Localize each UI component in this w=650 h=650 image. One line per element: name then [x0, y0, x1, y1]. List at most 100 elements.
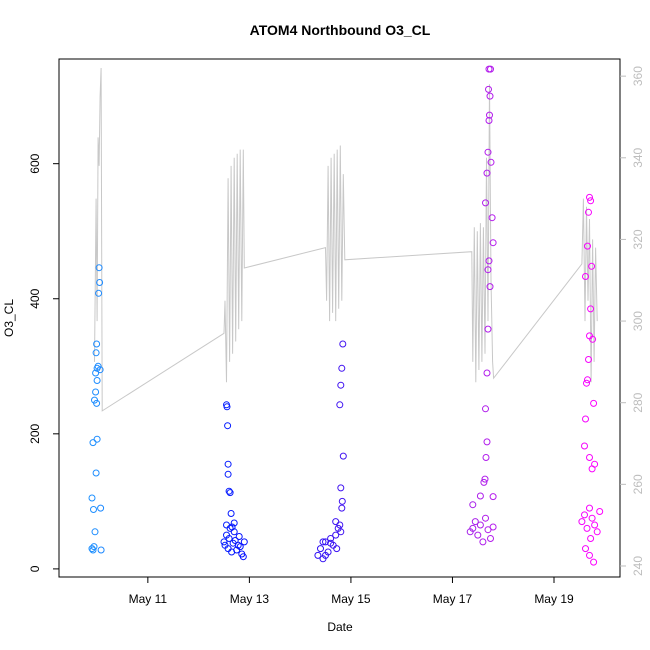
data-point: [89, 439, 97, 447]
data-point: [485, 257, 493, 265]
data-point: [93, 340, 101, 348]
data-point: [596, 508, 604, 515]
data-point: [88, 494, 96, 502]
data-point: [480, 478, 488, 486]
data-point: [590, 558, 598, 566]
chart-title: ATOM4 Northbound O3_CL: [250, 22, 431, 38]
data-point: [591, 521, 599, 529]
y2-tick-label: 340: [631, 147, 645, 167]
data-point: [486, 92, 494, 100]
data-point: [584, 376, 591, 384]
data-point: [484, 266, 492, 274]
data-point: [586, 193, 593, 201]
data-point: [338, 364, 346, 372]
data-point: [338, 504, 346, 512]
data-point: [582, 273, 589, 280]
data-point: [587, 197, 595, 205]
data-point: [92, 388, 100, 396]
data-point: [322, 551, 329, 559]
data-point: [336, 401, 344, 409]
data-point: [586, 551, 593, 559]
data-point: [90, 543, 98, 551]
data-point: [93, 377, 101, 384]
data-point: [587, 305, 595, 313]
data-point: [489, 493, 497, 501]
data-point: [319, 538, 327, 546]
data-point: [337, 484, 345, 492]
data-point: [314, 551, 322, 559]
data-point: [88, 545, 96, 553]
data-point: [338, 497, 346, 505]
data-point: [97, 504, 105, 512]
data-point: [587, 535, 595, 542]
y2-tick-label: 280: [631, 392, 645, 412]
data-point: [588, 262, 596, 270]
data-point: [332, 531, 340, 539]
data-point: [332, 518, 340, 526]
data-point: [486, 283, 494, 291]
data-point: [95, 264, 103, 272]
data-point: [585, 356, 592, 363]
y2-axis-right: 240 260 280 300 320 340 360: [620, 66, 645, 576]
data-point: [92, 349, 100, 357]
data-point: [97, 546, 105, 554]
data-point: [588, 465, 596, 473]
data-point: [239, 553, 247, 561]
data-point: [322, 538, 329, 546]
y-axis-label: O3_CL: [2, 299, 16, 337]
y-tick-label: 0: [28, 565, 42, 572]
data-point: [471, 518, 479, 526]
data-point: [485, 85, 492, 93]
data-point: [485, 117, 493, 124]
data-point: [581, 442, 588, 450]
data-point: [90, 506, 97, 513]
data-point: [339, 452, 347, 460]
data-point: [583, 379, 590, 387]
data-point: [476, 521, 484, 529]
data-point: [487, 158, 495, 166]
data-point: [581, 511, 588, 519]
data-point: [220, 538, 228, 546]
y-tick-label: 600: [28, 153, 42, 173]
data-point: [91, 528, 99, 536]
data-point: [482, 405, 489, 413]
data-point: [582, 415, 589, 423]
y-tick-label: 200: [28, 423, 42, 443]
data-point: [482, 514, 489, 522]
data-point: [487, 535, 494, 542]
data-point: [240, 538, 248, 546]
points-layer: [88, 65, 604, 566]
y2-tick-label: 240: [631, 556, 645, 576]
data-point: [223, 521, 230, 529]
data-point: [339, 340, 347, 348]
data-point: [474, 531, 482, 539]
x-axis: May 11 May 13 May 15 May 17 May 19: [129, 577, 574, 606]
data-point: [482, 454, 490, 461]
data-point: [223, 403, 231, 411]
data-point: [489, 523, 497, 531]
data-point: [93, 399, 101, 407]
gray-line-series: [94, 67, 598, 412]
x-tick-label: May 13: [230, 592, 270, 606]
y2-tick-label: 320: [631, 229, 645, 249]
data-point: [484, 148, 492, 156]
data-point: [476, 492, 484, 500]
x-tick-label: May 11: [129, 592, 168, 606]
data-point: [224, 422, 232, 430]
data-point: [586, 454, 593, 461]
y2-tick-label: 360: [631, 66, 645, 86]
data-point: [337, 381, 345, 389]
data-point: [489, 239, 497, 247]
data-point: [224, 470, 232, 478]
data-point: [95, 289, 103, 297]
data-point: [96, 366, 104, 374]
x-tick-label: May 19: [534, 592, 574, 606]
data-point: [582, 545, 589, 553]
data-point: [483, 169, 491, 177]
data-point: [484, 325, 492, 333]
data-point: [96, 279, 104, 286]
data-point: [93, 435, 101, 443]
data-point: [236, 543, 244, 551]
data-point: [317, 545, 324, 553]
y2-tick-label: 300: [631, 311, 645, 331]
